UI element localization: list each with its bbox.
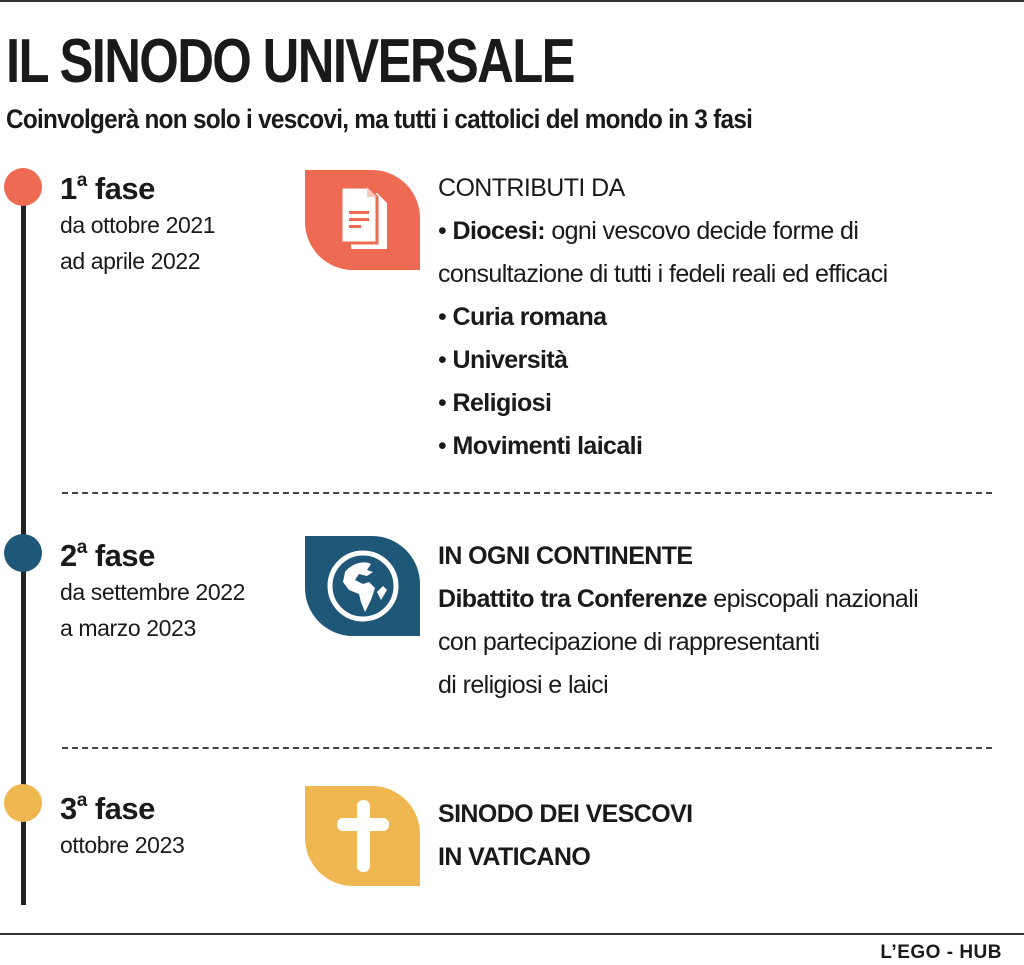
list-item: • Università [438, 346, 568, 374]
page-subtitle: Coinvolgerà non solo i vescovi, ma tutti… [6, 104, 753, 134]
phase-1-marker [4, 168, 42, 206]
phase-2-label: 2a fase da settembre 2022 a marzo 2023 [60, 537, 245, 646]
list-item: • Diocesi: ogni vescovo decide forme di [438, 217, 859, 245]
cross-icon [305, 786, 420, 886]
phase-heading: IN VATICANO [438, 843, 591, 871]
phase-3-marker [4, 784, 42, 822]
description-line: con partecipazione di rappresentanti [438, 628, 820, 656]
globe-icon [305, 536, 420, 636]
phase-number: 1 [60, 171, 77, 206]
phase-1-label: 1a fase da ottobre 2021 ad aprile 2022 [60, 170, 216, 279]
phase-date-end: ad aprile 2022 [60, 248, 201, 274]
phase-3-description: SINODO DEI VESCOVI IN VATICANO [438, 793, 693, 879]
phase-word: fase [94, 538, 156, 573]
list-item: • Religiosi [438, 389, 552, 417]
phase-heading: SINODO DEI VESCOVI [438, 800, 693, 828]
phase-1-description: CONTRIBUTI DA • Diocesi: ogni vescovo de… [438, 167, 888, 468]
phase-number: 3 [60, 791, 77, 826]
phase-ordinal: a [76, 790, 88, 811]
top-rule [0, 0, 1024, 2]
phase-word: fase [94, 791, 156, 826]
phase-heading: CONTRIBUTI DA [438, 174, 625, 202]
document-icon [305, 170, 420, 270]
divider [62, 747, 992, 749]
phase-heading: IN OGNI CONTINENTE [438, 542, 693, 570]
bottom-rule [0, 933, 1024, 935]
phase-number: 2 [60, 538, 77, 573]
phase-ordinal: a [76, 170, 88, 191]
phase-date-start: da ottobre 2021 [60, 212, 216, 238]
phase-word: fase [94, 171, 156, 206]
list-item: • Curia romana [438, 303, 607, 331]
page-title: IL SINODO UNIVERSALE [6, 27, 576, 96]
description-line: di religiosi e laici [438, 671, 609, 699]
phase-3-label: 3a fase ottobre 2023 [60, 790, 185, 863]
divider [62, 492, 992, 494]
phase-date: ottobre 2023 [60, 832, 185, 858]
phase-2-description: IN OGNI CONTINENTE Dibattito tra Confere… [438, 535, 919, 707]
phase-date-end: a marzo 2023 [60, 615, 196, 641]
list-item-continuation: consultazione di tutti i fedeli reali ed… [438, 260, 888, 288]
list-item: • Movimenti laicali [438, 432, 643, 460]
phase-ordinal: a [76, 537, 88, 558]
description-line: Dibattito tra Conferenze episcopali nazi… [438, 585, 919, 613]
phase-date-start: da settembre 2022 [60, 579, 245, 605]
phase-2-marker [4, 534, 42, 572]
credit: L’EGO - HUB [880, 942, 1002, 963]
